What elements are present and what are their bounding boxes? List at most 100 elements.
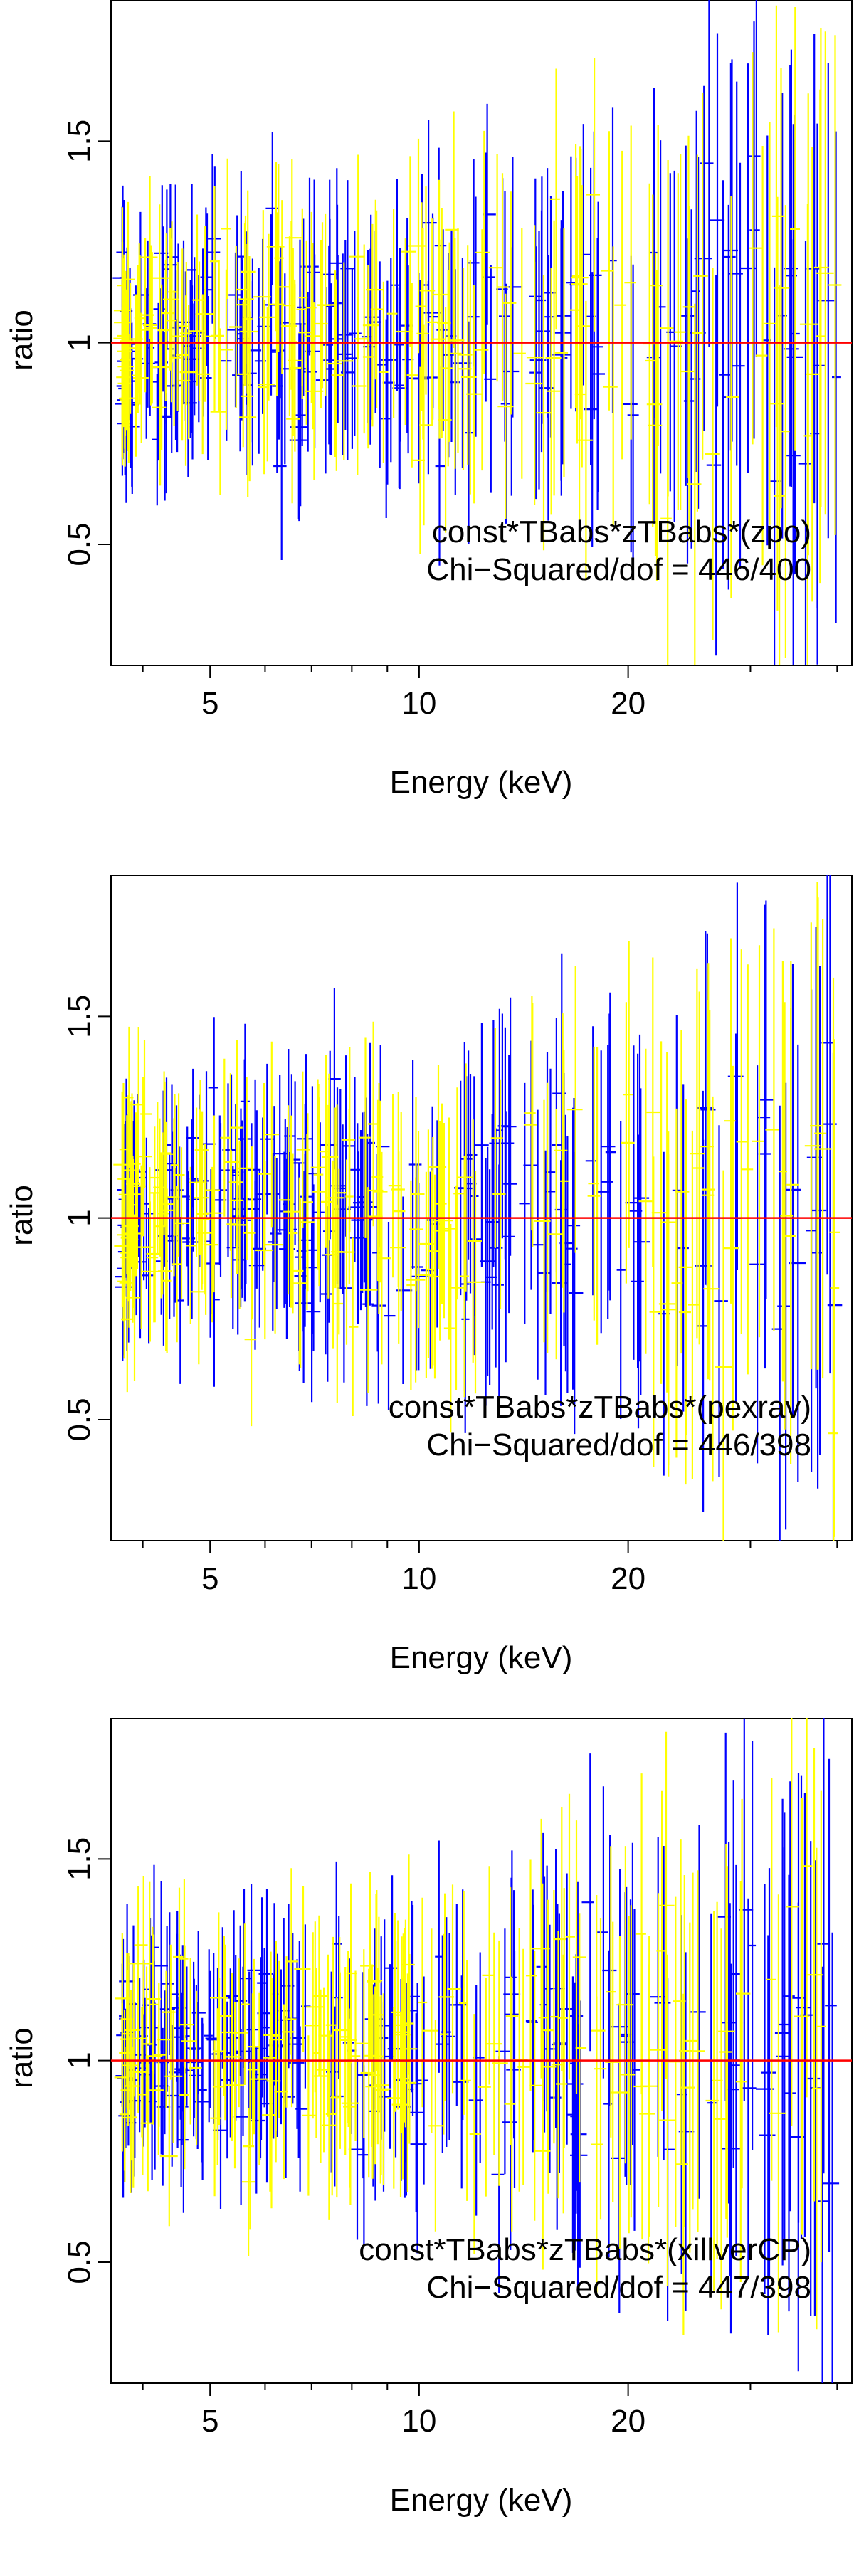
data-point xyxy=(724,63,736,451)
data-point xyxy=(178,2066,189,2213)
data-point xyxy=(467,1119,482,1363)
data-point xyxy=(369,1119,383,1314)
data-point xyxy=(813,28,829,507)
data-point xyxy=(719,180,732,569)
data-point xyxy=(254,1990,268,2158)
x-axis-label: Energy (keV) xyxy=(390,1640,573,1675)
data-point xyxy=(682,135,696,478)
data-point xyxy=(205,260,219,413)
data-point xyxy=(322,2030,338,2220)
series-fpmb xyxy=(113,5,842,665)
data-point xyxy=(660,344,672,665)
data-point xyxy=(435,1935,450,2153)
data-point xyxy=(685,1872,699,2210)
data-point xyxy=(440,1933,448,2135)
data-point xyxy=(191,1219,205,1365)
data-point xyxy=(566,966,583,1253)
data-point xyxy=(391,2012,408,2197)
data-point xyxy=(523,1040,538,1290)
data-point xyxy=(229,246,242,408)
data-point xyxy=(422,1928,438,2133)
data-point xyxy=(176,269,189,441)
data-point xyxy=(591,1895,606,2167)
data-point xyxy=(140,1201,159,1342)
data-point xyxy=(770,196,784,611)
data-point xyxy=(179,1879,189,2039)
data-point xyxy=(362,265,374,449)
data-point xyxy=(475,229,489,471)
data-point xyxy=(122,1990,139,2141)
data-point xyxy=(166,184,179,329)
y-tick-label: 1.5 xyxy=(62,120,97,163)
y-tick-label: 0.5 xyxy=(62,1398,97,1441)
data-point xyxy=(192,214,205,386)
data-point xyxy=(247,1958,260,2135)
data-point xyxy=(688,1130,699,1479)
data-point xyxy=(416,228,429,440)
data-point xyxy=(401,156,416,347)
fit-statistic-annotation: Chi−Squared/dof = 446/398 xyxy=(426,1427,811,1462)
data-point xyxy=(504,1976,516,2232)
x-axis-ticks: 5 10 20 xyxy=(142,665,838,721)
data-point xyxy=(571,149,588,420)
series-fpmb xyxy=(113,882,840,1541)
data-point xyxy=(289,248,297,436)
data-point xyxy=(529,1951,544,2221)
data-point xyxy=(525,261,542,505)
data-point xyxy=(513,228,526,479)
data-point xyxy=(575,1913,587,2183)
data-point xyxy=(601,1045,613,1319)
data-point xyxy=(506,1951,521,2188)
y-tick-label: 1 xyxy=(62,334,97,351)
data-point xyxy=(434,147,447,344)
data-point xyxy=(173,1093,185,1257)
data-point xyxy=(669,173,684,510)
data-point xyxy=(437,208,451,438)
data-point xyxy=(328,988,341,1170)
data-point xyxy=(355,1949,369,2138)
data-point xyxy=(458,268,472,470)
data-point xyxy=(296,219,307,399)
data-point xyxy=(659,1731,675,2079)
y-tick-label: 1 xyxy=(62,1209,97,1226)
data-point xyxy=(621,1002,635,1284)
data-point xyxy=(443,1117,455,1340)
plot-frame xyxy=(110,875,853,1541)
data-point xyxy=(560,1050,569,1313)
data-point xyxy=(458,1891,468,2115)
data-point xyxy=(616,1121,626,1419)
data-point xyxy=(266,2000,281,2163)
data-point xyxy=(146,1185,159,1323)
data-point xyxy=(124,1161,139,1291)
data-point xyxy=(409,1131,423,1329)
data-point xyxy=(391,179,401,391)
data-point xyxy=(726,196,739,598)
data-point xyxy=(257,1897,267,2069)
data-point xyxy=(299,1134,315,1310)
data-point xyxy=(164,2010,183,2143)
data-point xyxy=(173,1887,184,2027)
data-point xyxy=(436,1123,453,1319)
data-point xyxy=(373,1100,388,1283)
data-point xyxy=(752,945,764,1338)
x-tick-label: 10 xyxy=(401,2404,436,2439)
data-point xyxy=(349,231,362,436)
data-point xyxy=(736,1798,751,2189)
data-point xyxy=(502,191,517,415)
data-point xyxy=(648,1837,665,2157)
x-axis-label: Energy (keV) xyxy=(390,2483,573,2518)
model-annotation: const*TBabs*zTBabs*(zpo) xyxy=(432,514,811,549)
data-point xyxy=(507,157,522,418)
data-point xyxy=(811,1847,821,2330)
data-point xyxy=(763,122,776,525)
data-point xyxy=(181,1958,196,2125)
data-point xyxy=(538,1883,549,2152)
data-point xyxy=(213,2008,223,2165)
data-point xyxy=(719,1866,733,2238)
data-point xyxy=(759,900,774,1299)
data-point xyxy=(566,156,576,409)
data-point xyxy=(715,1928,726,2310)
data-point xyxy=(349,1077,362,1262)
y-axis-label: ratio xyxy=(4,310,39,371)
data-point xyxy=(121,1246,133,1393)
